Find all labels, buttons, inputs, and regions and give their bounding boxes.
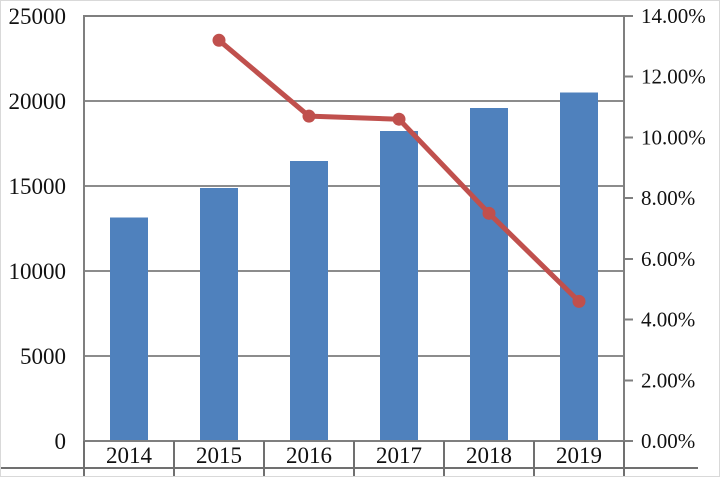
left-axis-label: 10000 (9, 259, 67, 284)
line-marker-2015 (212, 33, 226, 47)
right-axis-label: 14.00% (641, 4, 706, 28)
category-label: 2016 (286, 443, 332, 468)
plot-border (83, 15, 625, 442)
category-label: 2018 (466, 443, 512, 468)
bar-2017 (380, 131, 418, 441)
category-label: 2017 (376, 443, 422, 468)
left-axis-label: 25000 (9, 4, 67, 29)
bar-2019 (560, 92, 598, 442)
left-axis-label: 5000 (20, 344, 66, 369)
category-table-group (1, 441, 698, 476)
line-marker-2019 (572, 294, 586, 308)
bar-2018 (470, 107, 508, 441)
bar-2014 (110, 217, 148, 441)
category-label: 2015 (196, 443, 242, 468)
right-axis-label: 2.00% (641, 368, 695, 392)
right-axis-label: 12.00% (641, 65, 706, 89)
right-axis-label: 6.00% (641, 247, 695, 271)
category-label: 2014 (106, 443, 153, 468)
category-label: 2019 (556, 443, 602, 468)
bar-series-group (110, 92, 598, 442)
right-axis-label: 0.00% (641, 429, 695, 453)
bar-2015 (200, 187, 238, 441)
bar-2016 (290, 160, 328, 441)
line-marker-2016 (302, 109, 316, 123)
right-axis-label: 10.00% (641, 125, 706, 149)
right-axis-label: 4.00% (641, 308, 695, 332)
plot-border-group (83, 15, 633, 442)
axis-labels-group: 25000 20000 15000 10000 5000 0 14.00% 12.00% 10.… (9, 4, 706, 468)
right-axis-label: 8.00% (641, 186, 695, 210)
gridlines-group (84, 100, 624, 357)
left-axis-label: 0 (55, 429, 67, 454)
line-marker-2017 (392, 112, 406, 126)
line-marker-2018 (482, 206, 496, 220)
left-axis-label: 15000 (9, 174, 67, 199)
left-axis-label: 20000 (9, 89, 67, 114)
line-series-group (212, 33, 586, 308)
